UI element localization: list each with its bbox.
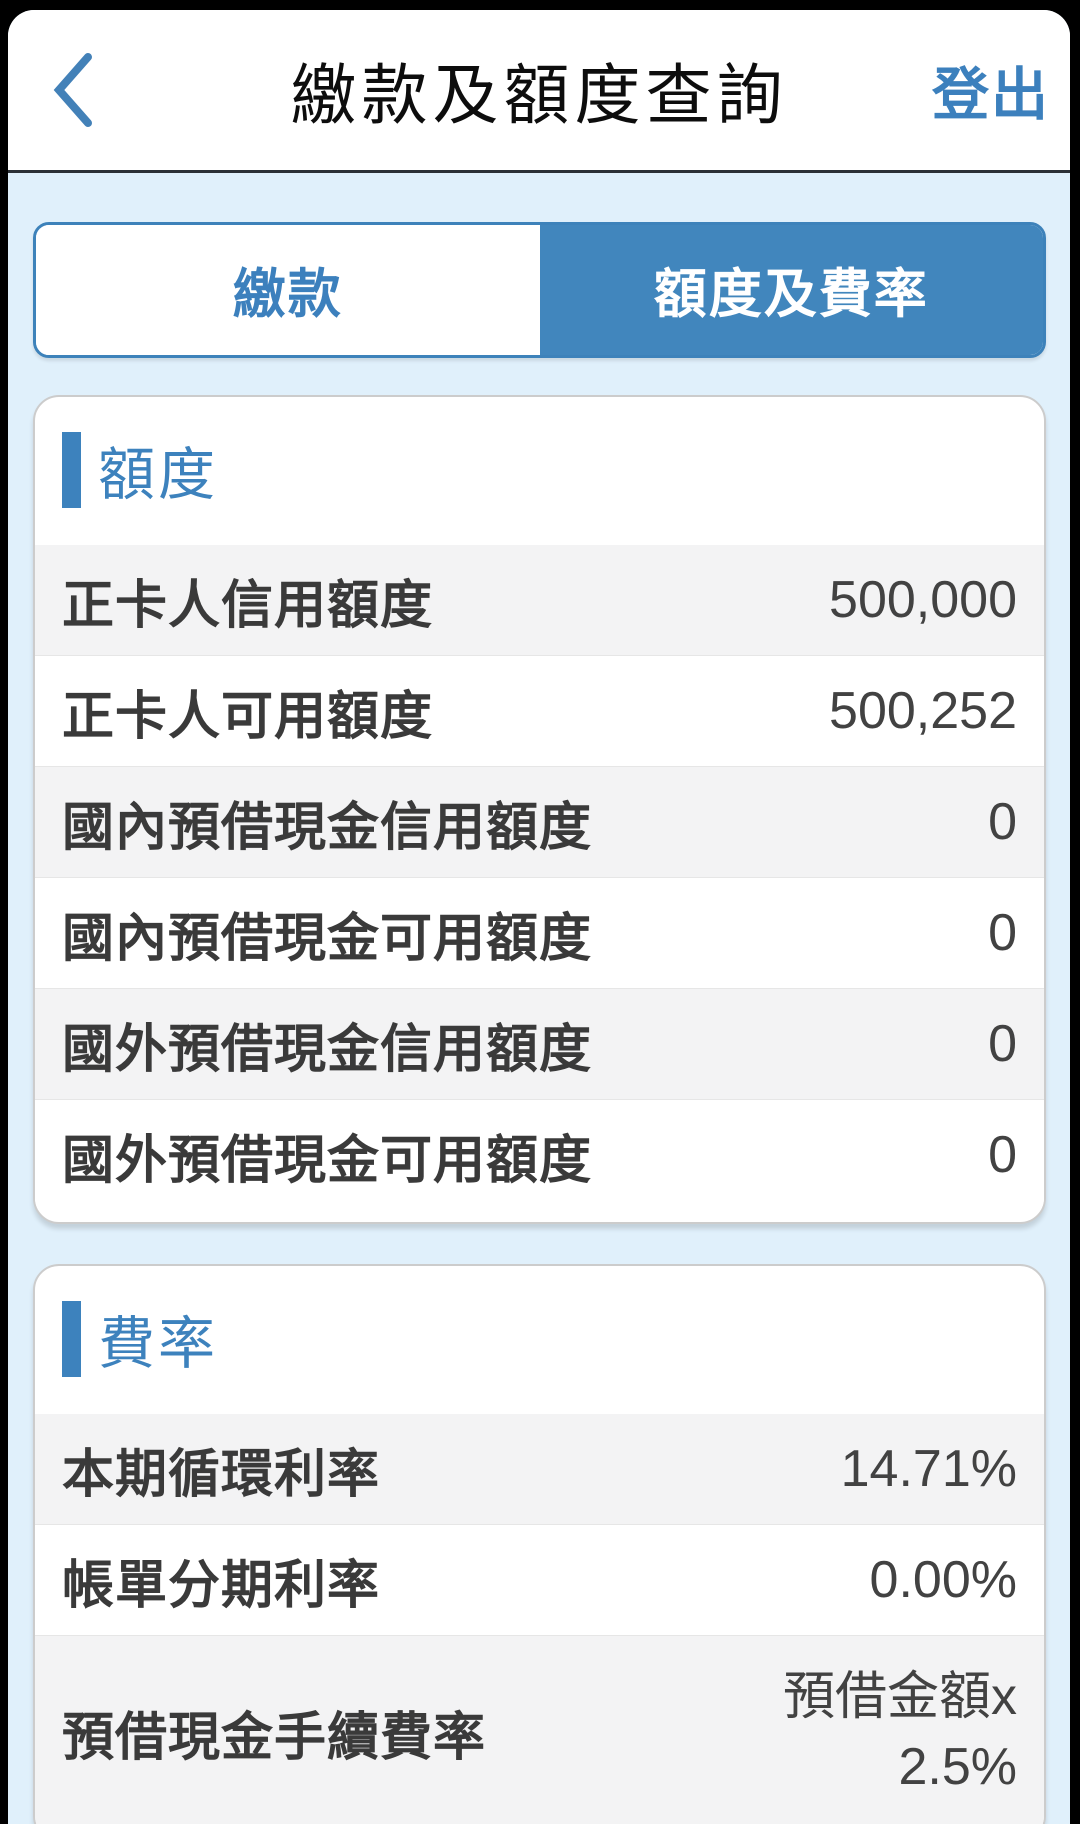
table-row: 國內預借現金可用額度 0: [35, 877, 1044, 988]
tab-payment[interactable]: 繳款: [36, 225, 540, 355]
row-value: 0: [988, 1125, 1017, 1184]
limit-section-card: 額度 正卡人信用額度 500,000 正卡人可用額度 500,252 國內預借現金信用額…: [33, 395, 1046, 1224]
table-row: 正卡人信用額度 500,000: [35, 545, 1044, 655]
section-title: 額度: [98, 443, 218, 507]
tab-limit-and-rates[interactable]: 額度及費率: [539, 225, 1043, 355]
back-button[interactable]: [38, 45, 108, 135]
row-value: 0.00%: [869, 1550, 1017, 1609]
table-row: 國外預借現金可用額度 0: [35, 1099, 1044, 1210]
row-label: 國外預借現金信用額度: [62, 1020, 593, 1079]
row-label: 正卡人信用額度: [62, 576, 434, 635]
logout-button[interactable]: 登出: [932, 49, 1050, 131]
row-label: 國外預借現金可用額度: [62, 1131, 593, 1190]
row-value: 500,252: [829, 681, 1017, 740]
row-value: 0: [988, 903, 1017, 962]
table-row: 本期循環利率 14.71%: [35, 1414, 1044, 1524]
limit-rows: 正卡人信用額度 500,000 正卡人可用額度 500,252 國內預借現金信用額度 0 國…: [35, 545, 1044, 1210]
rates-section-card: 費率 本期循環利率 14.71% 帳單分期利率 0.00% 預借現金手續費率 預借金額x …: [33, 1264, 1046, 1824]
row-value: 500,000: [829, 570, 1017, 629]
section-header: 額度: [35, 397, 1044, 545]
accent-bar: [62, 432, 81, 508]
table-row: 帳單分期利率 0.00%: [35, 1524, 1044, 1635]
header: 繳款及額度查詢 登出: [8, 10, 1070, 173]
section-header: 費率: [35, 1266, 1044, 1414]
table-row: 正卡人可用額度 500,252: [35, 655, 1044, 766]
table-row: 預借現金手續費率 預借金額x 2.5%: [35, 1635, 1044, 1824]
tab-bar: 繳款 額度及費率: [33, 222, 1046, 358]
table-row: 國外預借現金信用額度 0: [35, 988, 1044, 1099]
row-label: 正卡人可用額度: [62, 687, 434, 746]
row-value: 預借金額x 2.5%: [782, 1667, 1017, 1796]
accent-bar: [62, 1301, 81, 1377]
page-title: 繳款及額度查詢: [290, 58, 788, 132]
row-label: 國內預借現金可用額度: [62, 909, 593, 968]
table-row: 國內預借現金信用額度 0: [35, 766, 1044, 877]
section-title: 費率: [98, 1312, 218, 1376]
row-label: 帳單分期利率: [62, 1556, 381, 1615]
app-screen: 繳款及額度查詢 登出 繳款 額度及費率 額度 正卡人信用額度 500,000 正卡人…: [8, 10, 1070, 1824]
row-value: 0: [988, 1014, 1017, 1073]
rates-rows: 本期循環利率 14.71% 帳單分期利率 0.00% 預借現金手續費率 預借金額x 2.5…: [35, 1414, 1044, 1824]
row-value: 14.71%: [840, 1439, 1017, 1498]
row-label: 本期循環利率: [62, 1445, 381, 1504]
chevron-left-icon: [53, 53, 92, 127]
row-label: 預借現金手續費率: [62, 1708, 487, 1767]
row-label: 國內預借現金信用額度: [62, 798, 593, 857]
row-value: 0: [988, 792, 1017, 851]
